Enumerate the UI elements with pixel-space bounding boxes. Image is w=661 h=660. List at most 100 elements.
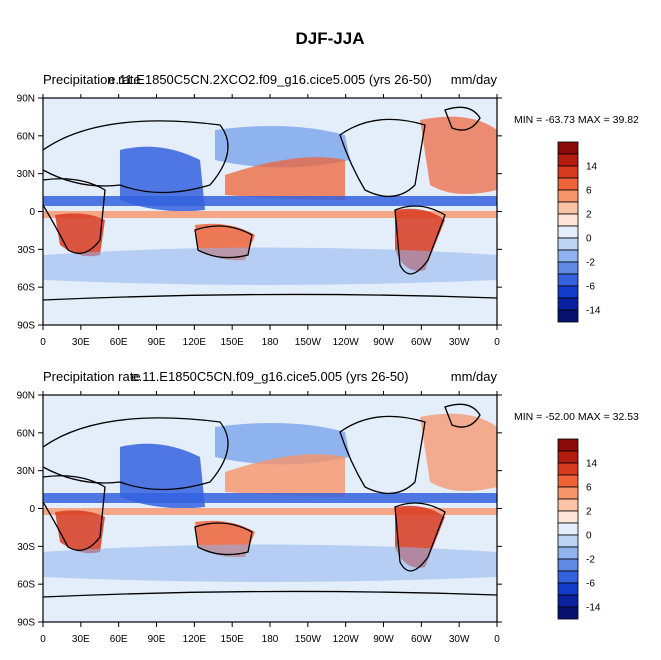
panel-1-x-tick-label: 90E	[148, 337, 166, 348]
panel-1-y-tick-label: 90S	[17, 321, 35, 332]
panel-1-x-tick-label: 120W	[333, 337, 360, 348]
panel-1-coastline-antarctica	[42, 293, 498, 301]
panel-2-colorbar-swatch	[557, 438, 579, 452]
panel-2-x-tick-label: 30W	[449, 634, 470, 645]
panel-2-colorbar-swatch	[557, 450, 579, 464]
panel-2-x-tick-label: 90W	[373, 634, 394, 645]
panel-2-y-tick-label: 60S	[17, 580, 35, 591]
panel-1-colorbar-label: -14	[586, 306, 601, 317]
panel-1-y-tick-label: 60N	[17, 131, 35, 142]
panel-1-colorbar-swatch	[557, 225, 579, 239]
panel-1-center-title: e.11.E1850C5CN.2XCO2.f09_g16.cice5.005 (…	[108, 72, 432, 87]
panel-1-coastline-africa	[42, 178, 106, 254]
panel-1-x-tick-label: 180	[262, 337, 279, 348]
panel-2-colorbar-swatch	[557, 486, 579, 500]
panel-1-x-tick-label: 30E	[72, 337, 90, 348]
panel-1-x-tick-label: 90W	[373, 337, 394, 348]
panel-2-coastline-africa	[42, 475, 106, 551]
panel-1-left-title: Precipitation rate	[43, 72, 141, 87]
panel-2-y-tick-label: 0	[29, 504, 35, 515]
panel-1-y-tick-label: 30S	[17, 245, 35, 256]
panel-1-colorbar-swatch	[557, 297, 579, 311]
panel-1-colorbar-label: 0	[586, 234, 592, 245]
panel-1-colorbar-swatch	[557, 189, 579, 203]
panel-2-map	[42, 394, 498, 623]
panel-2-colorbar: 14 6 2 0 -2 -6 -14	[557, 438, 601, 620]
panel-2-southern-band	[43, 508, 497, 515]
panel-2: Precipitation rate e.11.E1850C5CN.f09_g1…	[17, 369, 639, 645]
panel-2-colorbar-label: 14	[586, 459, 598, 470]
panel-1-x-tick-label: 150E	[220, 337, 244, 348]
panel-1-itcz-band	[43, 196, 497, 206]
panel-1: Precipitation rate e.11.E1850C5CN.2XCO2.…	[17, 72, 639, 348]
panel-1-coastline-south-america	[394, 205, 446, 275]
panel-1-dry-north-pacific	[225, 157, 345, 200]
panel-2-coastline-antarctica	[42, 590, 498, 598]
panel-2-southern-ocean	[43, 544, 497, 582]
panel-2-y-tick-label: 90S	[17, 618, 35, 629]
panel-2-colorbar-swatch	[557, 594, 579, 608]
panel-2-x-tick-label: 0	[40, 634, 46, 645]
panel-2-monsoon-asia	[120, 443, 205, 509]
panel-2-coastline-eurasia	[42, 417, 229, 491]
panel-2-left-title: Precipitation rate	[43, 369, 141, 384]
panel-2-colorbar-label: -2	[586, 555, 595, 566]
panel-1-x-tick-label: 0	[40, 337, 46, 348]
panel-1-coastline-greenland	[444, 106, 481, 131]
panel-2-colorbar-swatch	[557, 462, 579, 476]
panel-1-colorbar-swatch	[557, 273, 579, 287]
panel-2-colorbar-label: 0	[586, 531, 592, 542]
panel-1-colorbar-swatch	[557, 285, 579, 299]
panel-1-colorbar-label: 14	[586, 162, 598, 173]
panel-1-colorbar-swatch	[557, 261, 579, 275]
figure-title: DJF-JJA	[296, 29, 365, 48]
panel-1-axes: 0 30E 60E 90E 120E 150E 180 150W 120W 90W 60W 30W 09…	[17, 94, 502, 348]
panel-2-africa-south	[55, 510, 105, 554]
panel-1-colorbar: 14 6 2 0 -2 -6 -14	[557, 141, 601, 323]
panel-1-y-tick-label: 90N	[17, 94, 35, 105]
panel-2-coastline-greenland	[444, 403, 481, 428]
panel-1-colorbar-swatch	[557, 213, 579, 227]
panel-1-x-tick-label: 30W	[449, 337, 470, 348]
panel-2-colorbar-label: -6	[586, 579, 595, 590]
panel-2-colorbar-swatch	[557, 474, 579, 488]
panel-1-x-tick-label: 150W	[295, 337, 322, 348]
panel-1-colorbar-swatch	[557, 201, 579, 215]
panel-2-colorbar-label: 2	[586, 507, 592, 518]
panel-2-x-tick-label: 150E	[220, 634, 244, 645]
panel-2-coastline-south-america	[394, 502, 446, 572]
panel-1-colorbar-swatch	[557, 249, 579, 263]
panel-2-coastline-australia	[194, 522, 253, 556]
panel-2-itcz-band	[43, 493, 497, 503]
panel-1-x-tick-label: 60W	[411, 337, 432, 348]
panel-2-storm-track-north-pacific	[215, 423, 350, 465]
panel-2-units: mm/day	[451, 369, 498, 384]
panel-1-stats: MIN = -63.73 MAX = 39.82	[514, 114, 639, 126]
panel-1-y-tick-label: 60S	[17, 283, 35, 294]
panel-1-map	[42, 97, 498, 326]
panel-2-stats: MIN = -52.00 MAX = 32.53	[514, 411, 639, 423]
panel-2-colorbar-swatch	[557, 606, 579, 620]
panel-2-x-tick-label: 180	[262, 634, 279, 645]
panel-2-y-tick-label: 30S	[17, 542, 35, 553]
panel-1-southern-ocean	[43, 247, 497, 285]
panel-2-center-title: e.11.E1850C5CN.f09_g16.cice5.005 (yrs 26…	[131, 369, 408, 384]
panel-1-x-tick-label: 120E	[183, 337, 207, 348]
panel-2-colorbar-swatch	[557, 534, 579, 548]
panel-2-y-tick-label: 60N	[17, 428, 35, 439]
panel-1-colorbar-swatch	[557, 237, 579, 251]
panel-1-africa-south	[55, 213, 105, 257]
panel-1-colorbar-swatch	[557, 309, 579, 323]
panel-2-coastline-north-america	[339, 415, 426, 494]
panel-2-y-tick-label: 90N	[17, 391, 35, 402]
panel-2-colorbar-swatch	[557, 546, 579, 560]
panel-2-x-tick-label: 120E	[183, 634, 207, 645]
panel-2-colorbar-label: -14	[586, 603, 601, 614]
panel-1-colorbar-swatch	[557, 141, 579, 155]
panel-1-x-tick-label: 60E	[110, 337, 128, 348]
panel-1-storm-track-north-pacific	[215, 126, 350, 168]
panel-2-x-tick-label: 90E	[148, 634, 166, 645]
panel-2-colorbar-swatch	[557, 498, 579, 512]
panel-1-colorbar-swatch	[557, 165, 579, 179]
